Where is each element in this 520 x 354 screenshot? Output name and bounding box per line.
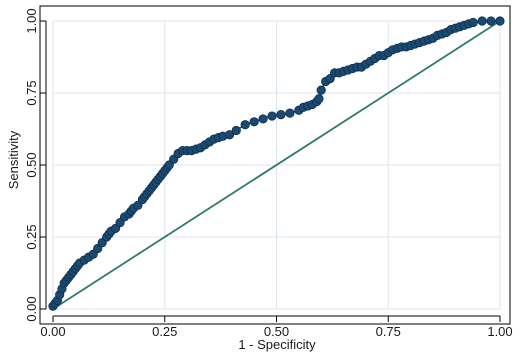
x-axis-ticks: 0.00 0.25 0.50 0.75 1.00 xyxy=(40,316,513,339)
roc-point xyxy=(267,111,277,121)
x-axis-title: 1 - Specificity xyxy=(238,337,316,352)
grid-lines xyxy=(52,20,501,310)
roc-point xyxy=(276,110,286,120)
roc-point xyxy=(240,120,250,130)
x-tick-label: 0.75 xyxy=(376,324,401,339)
reference-line xyxy=(52,20,501,310)
x-tick-label: 0.00 xyxy=(40,324,65,339)
roc-point xyxy=(486,16,496,26)
y-axis-ticks: 0.00 0.25 0.50 0.75 1.00 xyxy=(24,8,46,322)
y-tick-label: 0.75 xyxy=(24,80,39,105)
x-tick-label: 1.00 xyxy=(487,324,512,339)
y-tick-label: 0.00 xyxy=(24,296,39,321)
x-tick-label: 0.25 xyxy=(152,324,177,339)
roc-point xyxy=(316,85,326,95)
roc-point xyxy=(249,117,259,127)
y-axis-title: Sensitivity xyxy=(6,130,21,189)
roc-point xyxy=(477,16,487,26)
reference-diagonal xyxy=(52,20,501,310)
roc-point xyxy=(224,130,235,140)
roc-point xyxy=(231,125,241,136)
x-tick-label: 0.50 xyxy=(264,324,289,339)
roc-point xyxy=(285,108,295,118)
y-tick-label: 0.25 xyxy=(24,224,39,249)
roc-point xyxy=(495,16,505,26)
roc-point xyxy=(468,17,478,28)
roc-point xyxy=(314,94,324,104)
y-tick-label: 0.50 xyxy=(24,152,39,177)
roc-curve xyxy=(48,16,505,311)
roc-point xyxy=(258,114,268,124)
y-tick-label: 1.00 xyxy=(24,8,39,33)
